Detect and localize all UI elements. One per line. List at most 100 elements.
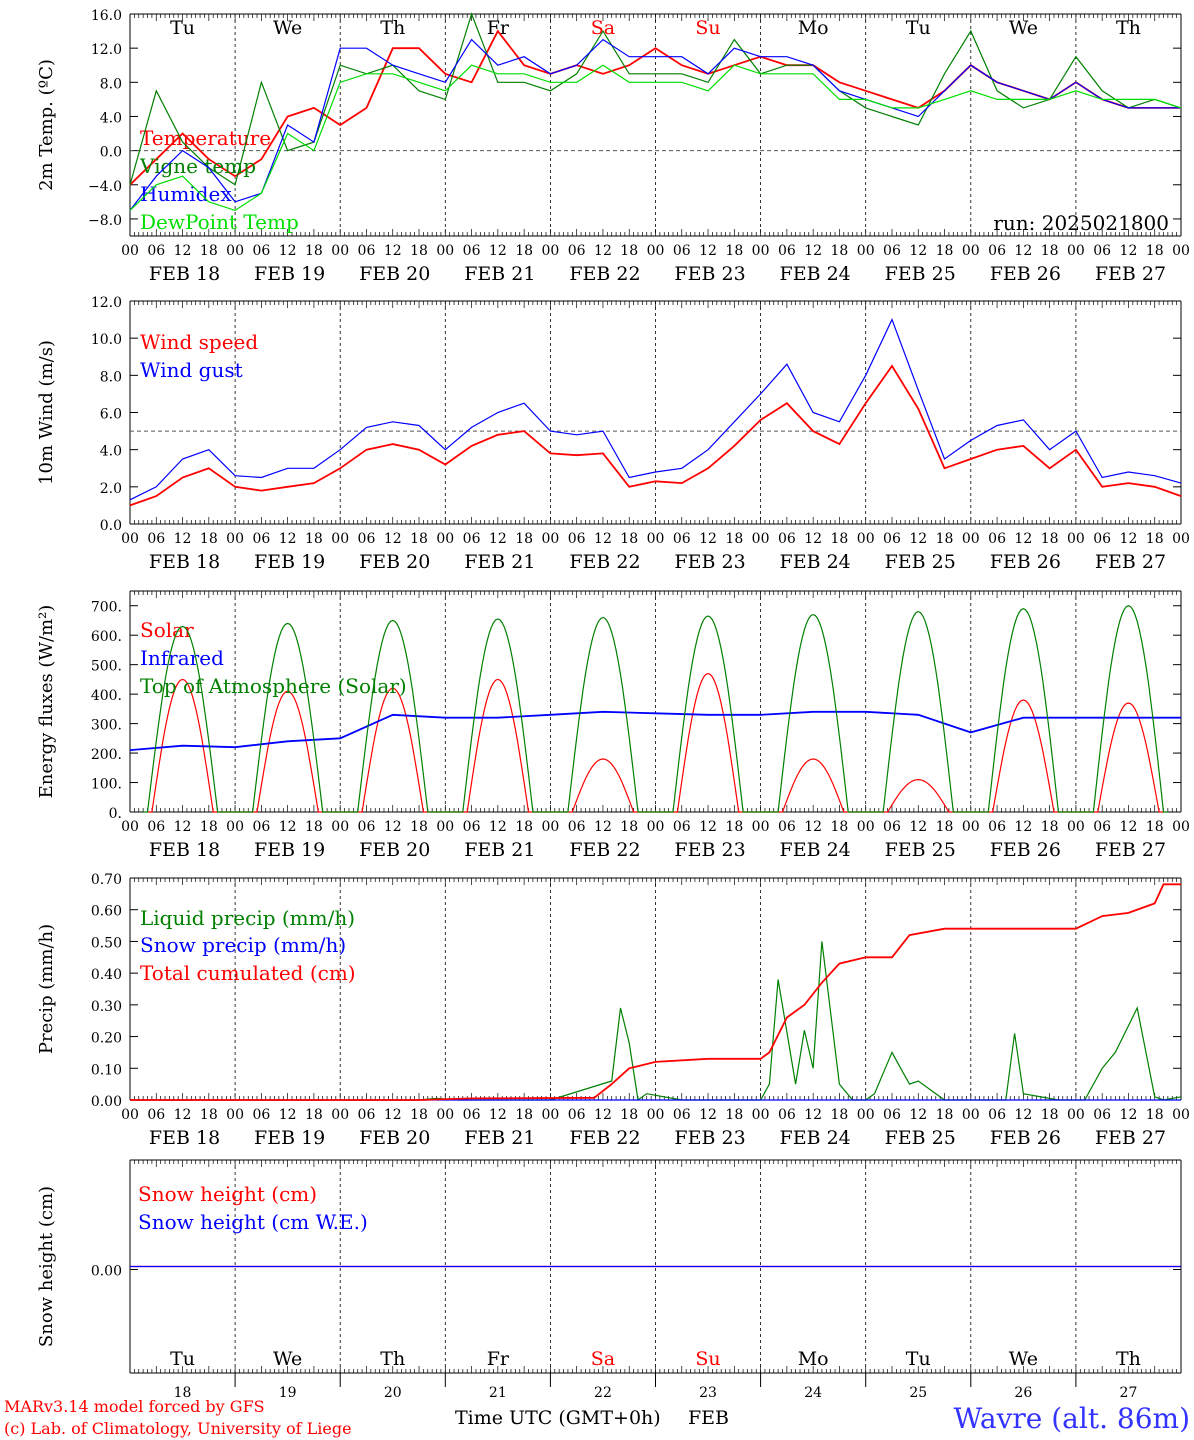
hour-tick-label: 00 (436, 819, 454, 835)
hour-tick-label: 06 (883, 243, 901, 259)
day-abbr: Th (380, 1348, 405, 1370)
run-annotation: run: 2025021800 (993, 211, 1169, 235)
hour-tick-label: 18 (200, 531, 218, 547)
date-label: FEB 18 (149, 551, 220, 573)
hour-tick-label: 00 (962, 243, 980, 259)
hour-tick-label: 18 (305, 819, 323, 835)
date-label: FEB 22 (569, 839, 640, 861)
hour-tick-label: 00 (436, 243, 454, 259)
day-abbr: Su (695, 1348, 720, 1370)
hour-tick-label: 06 (988, 819, 1006, 835)
y-tick-label: 0.0 (100, 518, 122, 534)
hour-tick-label: 18 (620, 819, 638, 835)
y-tick-label: 0. (109, 806, 122, 822)
hour-tick-label: 06 (673, 1107, 691, 1123)
hour-tick-label: 18 (1146, 243, 1164, 259)
hour-tick-label: 18 (515, 531, 533, 547)
y-tick-label: 100. (91, 777, 122, 793)
date-label: FEB 24 (780, 551, 851, 573)
y-tick-label: 0.60 (91, 904, 122, 920)
day-abbr: We (1009, 17, 1038, 39)
date-label: FEB 19 (254, 551, 325, 573)
hour-tick-label: 06 (778, 243, 796, 259)
date-label: FEB 25 (885, 839, 956, 861)
hour-tick-label: 00 (752, 531, 770, 547)
panel-4: 0.70 0.60 0.50 0.40 0.30 0.20 0.10 0.00 Precip (… (36, 872, 1190, 1149)
hour-tick-label: 12 (1014, 1107, 1032, 1123)
hour-tick-label: 18 (1041, 243, 1059, 259)
y-tick-label: 0.00 (91, 1094, 122, 1110)
hour-tick-label: 18 (515, 819, 533, 835)
hour-tick-label: 06 (147, 1107, 165, 1123)
hour-tick-label: 06 (463, 819, 481, 835)
hour-tick-label: 06 (147, 819, 165, 835)
day-number: 27 (1120, 1385, 1138, 1401)
y-axis-label: Snow height (cm) (36, 1186, 57, 1347)
date-label: FEB 18 (149, 839, 220, 861)
hour-tick-label: 12 (279, 819, 297, 835)
y-tick-label: 0.30 (91, 999, 122, 1015)
hour-tick-label: 18 (1041, 1107, 1059, 1123)
y-tick-label: 8.0 (100, 76, 122, 92)
time-axis-label: Time UTC (GMT+0h) (455, 1407, 661, 1429)
hour-tick-label: 00 (962, 531, 980, 547)
hour-tick-label: 12 (384, 819, 402, 835)
y-tick-label: 8.0 (100, 369, 122, 385)
legend-entry: Wind gust (140, 358, 243, 382)
hour-tick-label: 06 (252, 1107, 270, 1123)
hour-tick-label: 00 (541, 243, 559, 259)
legend-entry: Total cumulated (cm) (140, 961, 356, 985)
hour-tick-label: 12 (804, 1107, 822, 1123)
day-abbr: Tu (170, 17, 195, 39)
legend-entry: Humidex (140, 182, 232, 206)
hour-tick-label: 00 (1172, 1107, 1190, 1123)
hour-tick-label: 00 (962, 819, 980, 835)
day-number: 26 (1014, 1385, 1032, 1401)
hour-tick-label: 12 (174, 1107, 192, 1123)
hour-tick-label: 12 (1120, 243, 1138, 259)
day-abbr: Tu (906, 1348, 931, 1370)
series-line-total-cumulated-cm- (130, 883, 1181, 1101)
y-axis-label: Precip (mm/h) (36, 924, 57, 1054)
legend-entry: Snow height (cm) (138, 1182, 317, 1206)
legend-entry: Snow height (cm W.E.) (138, 1210, 368, 1234)
hour-tick-label: 12 (384, 243, 402, 259)
hour-tick-label: 06 (252, 243, 270, 259)
hour-tick-label: 12 (489, 1107, 507, 1123)
hour-tick-label: 12 (699, 243, 717, 259)
hour-tick-label: 06 (883, 1107, 901, 1123)
hour-tick-label: 00 (226, 531, 244, 547)
date-label: FEB 24 (780, 1127, 851, 1149)
hour-tick-label: 12 (699, 1107, 717, 1123)
series-line-top-of-atmosphere-solar- (143, 605, 1168, 813)
hour-tick-label: 12 (909, 243, 927, 259)
hour-tick-label: 12 (699, 819, 717, 835)
hour-tick-label: 18 (936, 819, 954, 835)
hour-tick-label: 18 (725, 243, 743, 259)
day-abbr: Th (1116, 17, 1141, 39)
date-label: FEB 26 (990, 263, 1061, 285)
legend-entry: Vigne temp (139, 154, 256, 178)
hour-tick-label: 00 (1172, 243, 1190, 259)
hour-tick-label: 00 (121, 531, 139, 547)
legend-entry: Liquid precip (mm/h) (140, 906, 355, 930)
date-label: FEB 23 (674, 263, 745, 285)
date-label: FEB 18 (149, 263, 220, 285)
y-tick-label: 6.0 (100, 407, 122, 423)
hour-tick-label: 12 (489, 819, 507, 835)
day-abbr: We (273, 1348, 302, 1370)
hour-tick-label: 12 (909, 531, 927, 547)
hour-tick-label: 12 (279, 531, 297, 547)
hour-tick-label: 18 (200, 243, 218, 259)
hour-tick-label: 18 (515, 1107, 533, 1123)
panel-1: 16.0 12.0 8.0 4.0 0.0 −4.0 −8.0 2m Temp. (ºC) 00… (36, 8, 1190, 285)
day-abbr: We (1009, 1348, 1038, 1370)
day-number: 19 (279, 1385, 297, 1401)
hour-tick-label: 00 (857, 531, 875, 547)
hour-tick-label: 06 (988, 531, 1006, 547)
hour-tick-label: 00 (541, 531, 559, 547)
date-label: FEB 24 (780, 263, 851, 285)
hour-tick-label: 00 (226, 1107, 244, 1123)
day-abbr: Fr (487, 17, 510, 39)
date-label: FEB 20 (359, 1127, 430, 1149)
